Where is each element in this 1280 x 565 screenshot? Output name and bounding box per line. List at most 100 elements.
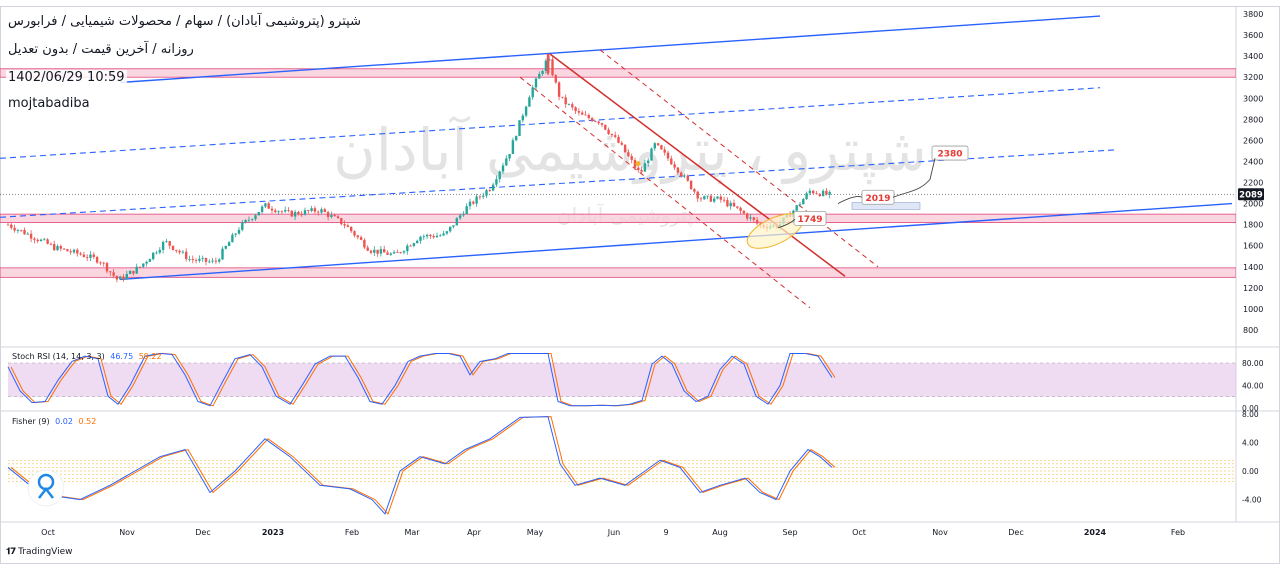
- candle-body: [663, 149, 666, 153]
- fisher-tick-label: -4.00: [1242, 496, 1262, 505]
- candle-body: [564, 97, 567, 105]
- candle-body: [515, 136, 518, 141]
- candle-body: [204, 257, 208, 262]
- candle-body: [488, 190, 491, 191]
- candle-body: [742, 210, 746, 214]
- candle-body: [511, 140, 515, 154]
- falling-channel-center: [549, 53, 846, 277]
- candle-body: [439, 235, 442, 237]
- candle-body: [13, 227, 16, 231]
- fisher-label: Fisher (9) 0.02 0.52: [12, 417, 99, 426]
- candle-body: [168, 241, 171, 246]
- candle-body: [39, 239, 43, 242]
- candle-body: [518, 120, 521, 137]
- candle-body: [251, 219, 254, 220]
- candle-body: [227, 242, 231, 246]
- candle-body: [666, 152, 670, 159]
- price-tick-label: 3600: [1243, 31, 1263, 40]
- candle-body: [363, 239, 366, 248]
- candle-body: [706, 195, 709, 197]
- candle-body: [581, 112, 584, 115]
- price-tick-label: 3000: [1243, 94, 1263, 103]
- candle-body: [676, 167, 680, 173]
- zone-rect: [0, 68, 1236, 78]
- candle-body: [99, 262, 102, 264]
- price-tick-label: 1400: [1243, 263, 1263, 272]
- candle-body: [409, 245, 412, 247]
- candle-body: [802, 199, 805, 205]
- candle-body: [234, 233, 237, 235]
- candle-body: [749, 217, 752, 219]
- time-tick-label: Mar: [404, 528, 420, 537]
- candle-body: [455, 218, 458, 226]
- candle-body: [89, 254, 92, 258]
- candle-body: [132, 270, 135, 274]
- candle-body: [62, 248, 66, 250]
- fisher-tick-label: 8.00: [1242, 410, 1259, 419]
- candle-body: [590, 118, 594, 122]
- time-tick-label: Dec: [1008, 528, 1023, 537]
- candle-body: [825, 190, 828, 195]
- candle-body: [155, 252, 158, 254]
- candle-body: [716, 196, 719, 199]
- candle-body: [303, 210, 307, 215]
- candle-body: [732, 202, 736, 207]
- candle-body: [647, 160, 650, 164]
- candle-body: [689, 180, 693, 190]
- candle-body: [185, 251, 188, 260]
- candle-body: [485, 190, 488, 196]
- time-tick-label: 2024: [1084, 528, 1107, 537]
- stoch-rsi-tick-label: 0.00: [1242, 404, 1259, 413]
- candle-body: [713, 198, 716, 202]
- candle-body: [755, 219, 759, 224]
- candle-body: [247, 219, 251, 221]
- candle-body: [709, 195, 713, 202]
- stoch-rsi-d-value: 59.22: [138, 352, 162, 361]
- candle-body: [389, 253, 392, 255]
- candle-body: [171, 245, 175, 250]
- time-tick-label: Nov: [932, 528, 948, 537]
- candle-body: [125, 274, 128, 280]
- candle-body: [795, 205, 798, 211]
- annotation-label: 1749: [797, 215, 822, 225]
- candle-body: [498, 171, 501, 180]
- candle-body: [574, 107, 577, 112]
- candle-body: [524, 106, 528, 116]
- candle-body: [597, 121, 600, 124]
- annotation-box: [931, 145, 969, 161]
- candle-body: [317, 211, 320, 213]
- candle-body: [739, 207, 742, 211]
- candle-body: [719, 196, 722, 200]
- candle-body: [680, 172, 683, 177]
- candle-body: [72, 249, 76, 253]
- candle-body: [373, 249, 376, 253]
- candle-body: [475, 196, 478, 204]
- candle-body: [359, 237, 363, 240]
- candle-body: [300, 214, 303, 216]
- candle-body: [416, 240, 419, 244]
- candle-body: [33, 238, 36, 240]
- candle-body: [201, 257, 204, 259]
- candle-body: [152, 252, 155, 260]
- arrow-2380: [892, 158, 936, 198]
- candle-body: [142, 263, 145, 267]
- tradingview-brand[interactable]: 𝟏𝟳 TradingView: [6, 547, 73, 557]
- candle-body: [333, 215, 336, 217]
- candle-body: [343, 224, 346, 226]
- candle-body: [356, 235, 359, 238]
- candle-body: [808, 190, 812, 194]
- candle-body: [297, 212, 300, 215]
- lower-channel-line: [119, 202, 1233, 281]
- candle-body: [16, 229, 20, 231]
- candle-body: [577, 111, 581, 113]
- candle-body: [79, 253, 82, 255]
- candle-body: [604, 124, 607, 130]
- candle-body: [643, 163, 647, 172]
- candle-body: [366, 247, 369, 251]
- candle-body: [412, 243, 416, 246]
- candle-body: [722, 199, 726, 201]
- candle-body: [587, 115, 590, 119]
- candle-body: [538, 73, 541, 79]
